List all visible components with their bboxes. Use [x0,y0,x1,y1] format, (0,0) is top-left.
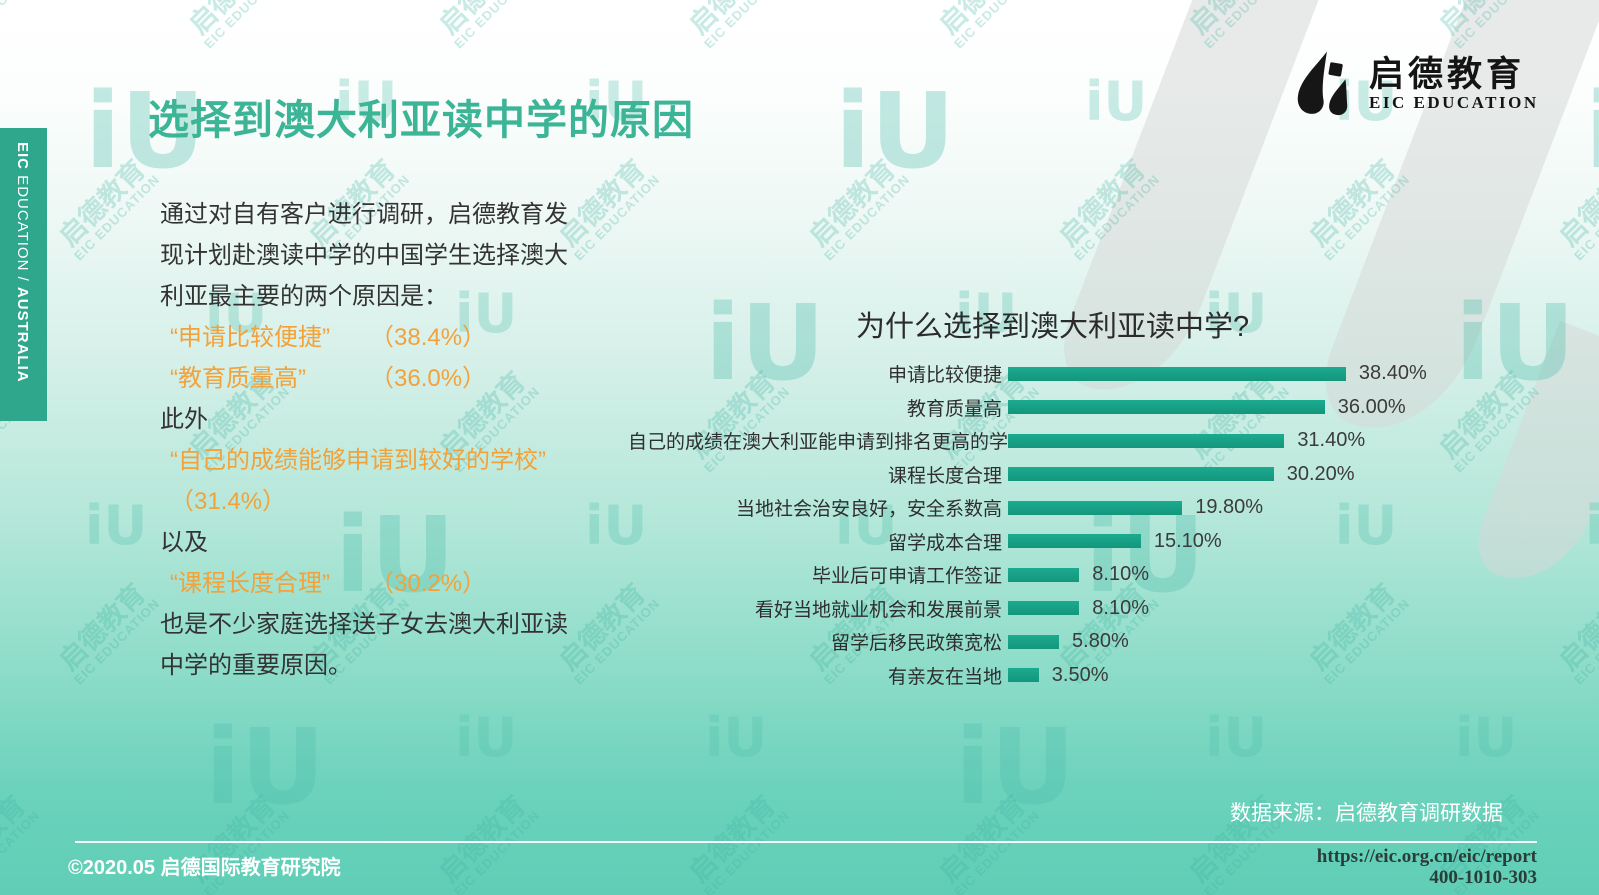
bar-category-label: 申请比较便捷 [887,365,1002,387]
paragraph-line: 现计划赴澳读中学的中国学生选择澳大 [160,242,568,269]
paragraph-line: 利亚最主要的两个原因是： [160,283,448,310]
eic-mark-watermark-icon: iU [1455,706,1518,769]
paragraph-line: “申请比较便捷” （38.4%） [170,324,487,351]
eic-mark-watermark-icon: iU [1085,70,1148,133]
eic-mark-watermark-icon: iU [835,70,956,192]
bar-value-label: 19.80% [1195,496,1264,519]
bar-value-label: 8.10% [1092,596,1149,619]
bar [1008,668,1039,683]
bar-value-label: 8.10% [1092,563,1149,586]
bar-category-label: 课程长度合理 [887,465,1002,487]
bar [1008,400,1325,415]
bar [1008,366,1346,381]
bar-category-label: 毕业后可申请工作签证 [811,566,1002,588]
bar-category-label: 留学后移民政策宽松 [830,633,1002,655]
page-title: 选择到澳大利亚读中学的原因 [148,97,694,143]
eic-logo-icon [1297,51,1348,116]
eic-mark-watermark-icon: iU [1585,70,1599,192]
eic-logo: 启德教育 EIC EDUCATION [1283,48,1539,122]
paragraph-line: 以及 [160,529,208,556]
chart-row: 课程长度合理 30.20% [628,458,1488,492]
bar [1008,634,1060,649]
bar-category-label: 有亲友在当地 [887,666,1002,688]
paragraph-line: “教育质量高” （36.0%） [170,365,487,392]
chart-row: 自己的成绩在澳大利亚能申请到排名更高的学... 31.40% [628,424,1488,458]
chart-row: 当地社会治安良好，安全系数高 19.80% [628,491,1488,525]
bar [1008,433,1285,448]
bar-category-label: 教育质量高 [906,398,1002,420]
bar-category-label: 当地社会治安良好，安全系数高 [735,499,1002,521]
bar-category-label: 看好当地就业机会和发展前景 [754,599,1002,621]
summary-paragraph: 通过对自有客户进行调研，启德教育发 现计划赴澳读中学的中国学生选择澳大 利亚最主要的… [160,194,640,686]
chart-row: 看好当地就业机会和发展前景 8.10% [628,592,1488,626]
eic-mark-watermark-icon: iU [205,706,326,828]
eic-mark-watermark-icon: iU [705,706,768,769]
chart-row: 教育质量高 36.00% [628,391,1488,425]
bar-category-label: 留学成本合理 [887,532,1002,554]
chart-title: 为什么选择到澳大利亚读中学? [856,311,1250,343]
data-source-text: 数据来源：启德教育调研数据 [1230,802,1503,825]
paragraph-line: “课程长度合理” （30.2%） [170,570,487,597]
paragraph-line: 中学的重要原因。 [160,652,352,679]
bar [1008,467,1274,482]
eic-mark-watermark-icon: iU [1205,706,1268,769]
footer-divider [75,841,1537,843]
bar-value-label: 3.50% [1051,663,1109,686]
sidebar-region-tab: EIC EDUCATION / AUSTRALIA [0,128,47,421]
paragraph-line: 此外 [160,406,208,433]
chart-rows: 申请比较便捷 38.40% 教育质量高 36.00% 自己的成绩在澳大利亚能申请到排名更… [628,357,1488,692]
phone-number: 400-1010-303 [1429,867,1537,888]
logo-cn-text: 启德教育 [1369,54,1526,94]
chart-row: 申请比较便捷 38.40% [628,357,1488,391]
bar-value-label: 36.00% [1337,395,1406,418]
chart-row: 留学后移民政策宽松 5.80% [628,625,1488,659]
bar [1008,534,1141,549]
chart-row: 毕业后可申请工作签证 8.10% [628,558,1488,592]
report-url-link[interactable]: https://eic.org.cn/eic/report [1316,846,1537,867]
paragraph-line: “自己的成绩能够申请到较好的学校” [170,447,546,474]
bar-value-label: 38.40% [1358,362,1427,385]
paragraph-line: 也是不少家庭选择送子女去澳大利亚读 [160,611,568,638]
bar [1008,567,1080,582]
logo-en-text: EIC EDUCATION [1369,93,1539,113]
bar-value-label: 31.40% [1297,429,1366,452]
copyright-text: ©2020.05 启德国际教育研究院 [68,857,341,879]
eic-mark-watermark-icon: iU [955,706,1076,828]
bar-category-label: 自己的成绩在澳大利亚能申请到排名更高的学... [628,432,1024,454]
bar-value-label: 30.20% [1286,462,1355,485]
bar [1008,500,1183,515]
paragraph-line: （31.4%） [170,488,287,515]
paragraph-line: 通过对自有客户进行调研，启德教育发 [160,201,568,228]
bar [1008,601,1080,616]
contact-block: https://eic.org.cn/eic/report 400-1010-3… [1317,846,1537,888]
chart-row: 有亲友在当地 3.50% [628,659,1488,693]
eic-mark-watermark-icon: iU [455,706,518,769]
eic-mark-watermark-icon: iU [85,494,148,557]
sidebar-region-label: EIC EDUCATION / AUSTRALIA [14,142,31,383]
chart-row: 留学成本合理 15.10% [628,525,1488,559]
bar-value-label: 5.80% [1072,630,1129,653]
bar-chart: 为什么选择到澳大利亚读中学? 申请比较便捷 38.40% 教育质量高 36.00% 自己… [628,303,1488,692]
bar-value-label: 15.10% [1153,529,1222,552]
